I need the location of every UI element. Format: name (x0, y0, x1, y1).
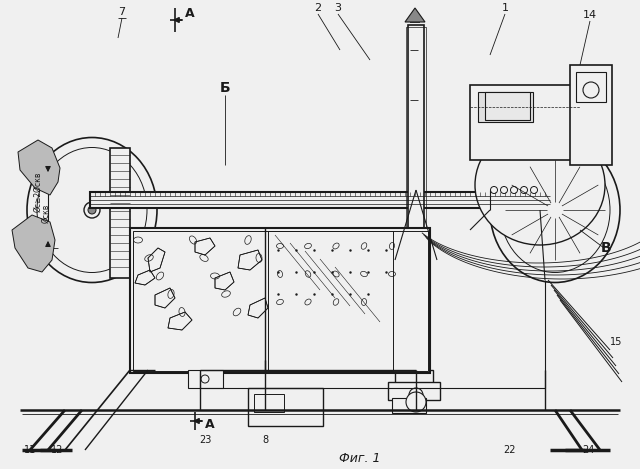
Circle shape (368, 256, 392, 280)
Text: 11: 11 (24, 445, 36, 455)
Bar (90, 192, 550, 208)
Text: 8: 8 (262, 435, 268, 445)
Text: 23: 23 (199, 435, 211, 445)
Bar (133, 231, 393, 371)
Bar (392, 398, 426, 413)
Text: 7: 7 (118, 7, 125, 17)
Bar (576, 72, 606, 102)
Polygon shape (405, 8, 425, 22)
Text: 12: 12 (51, 445, 63, 455)
Bar (248, 388, 323, 426)
Circle shape (84, 202, 100, 218)
Ellipse shape (27, 137, 157, 282)
Polygon shape (18, 140, 60, 195)
Bar (408, 25, 424, 375)
Ellipse shape (490, 137, 620, 282)
Text: 3: 3 (335, 3, 342, 13)
Text: 15: 15 (610, 337, 622, 347)
Bar (395, 370, 433, 385)
Text: 22: 22 (504, 445, 516, 455)
Bar (485, 92, 530, 120)
Circle shape (520, 187, 527, 194)
Text: 2: 2 (314, 3, 321, 13)
Circle shape (531, 187, 538, 194)
Circle shape (406, 392, 426, 412)
Ellipse shape (475, 125, 605, 245)
Bar (268, 231, 428, 371)
Polygon shape (12, 215, 55, 272)
Text: Øc≥2Øскв: Øc≥2Øскв (33, 172, 42, 212)
Circle shape (409, 388, 423, 402)
Circle shape (583, 82, 599, 98)
Text: 1: 1 (502, 3, 509, 13)
Bar (570, 65, 612, 165)
Bar (130, 228, 430, 373)
Bar (254, 394, 284, 412)
Bar (188, 370, 223, 388)
Text: A: A (185, 7, 195, 20)
Ellipse shape (37, 147, 147, 272)
Circle shape (511, 187, 518, 194)
Circle shape (500, 187, 508, 194)
Text: 14: 14 (583, 10, 597, 20)
Text: 24: 24 (582, 445, 594, 455)
Text: Фиг. 1: Фиг. 1 (339, 452, 381, 464)
Ellipse shape (500, 147, 610, 272)
Bar (110, 148, 130, 278)
Text: Øскв: Øскв (42, 204, 51, 223)
Bar (478, 92, 533, 122)
Text: A: A (205, 418, 214, 431)
Text: В: В (601, 241, 611, 255)
Bar (470, 85, 580, 160)
Circle shape (490, 187, 497, 194)
Circle shape (88, 206, 96, 214)
Circle shape (201, 375, 209, 383)
Bar (406, 27, 426, 373)
Bar (388, 382, 440, 400)
Circle shape (547, 202, 563, 218)
Text: Б: Б (220, 81, 230, 95)
